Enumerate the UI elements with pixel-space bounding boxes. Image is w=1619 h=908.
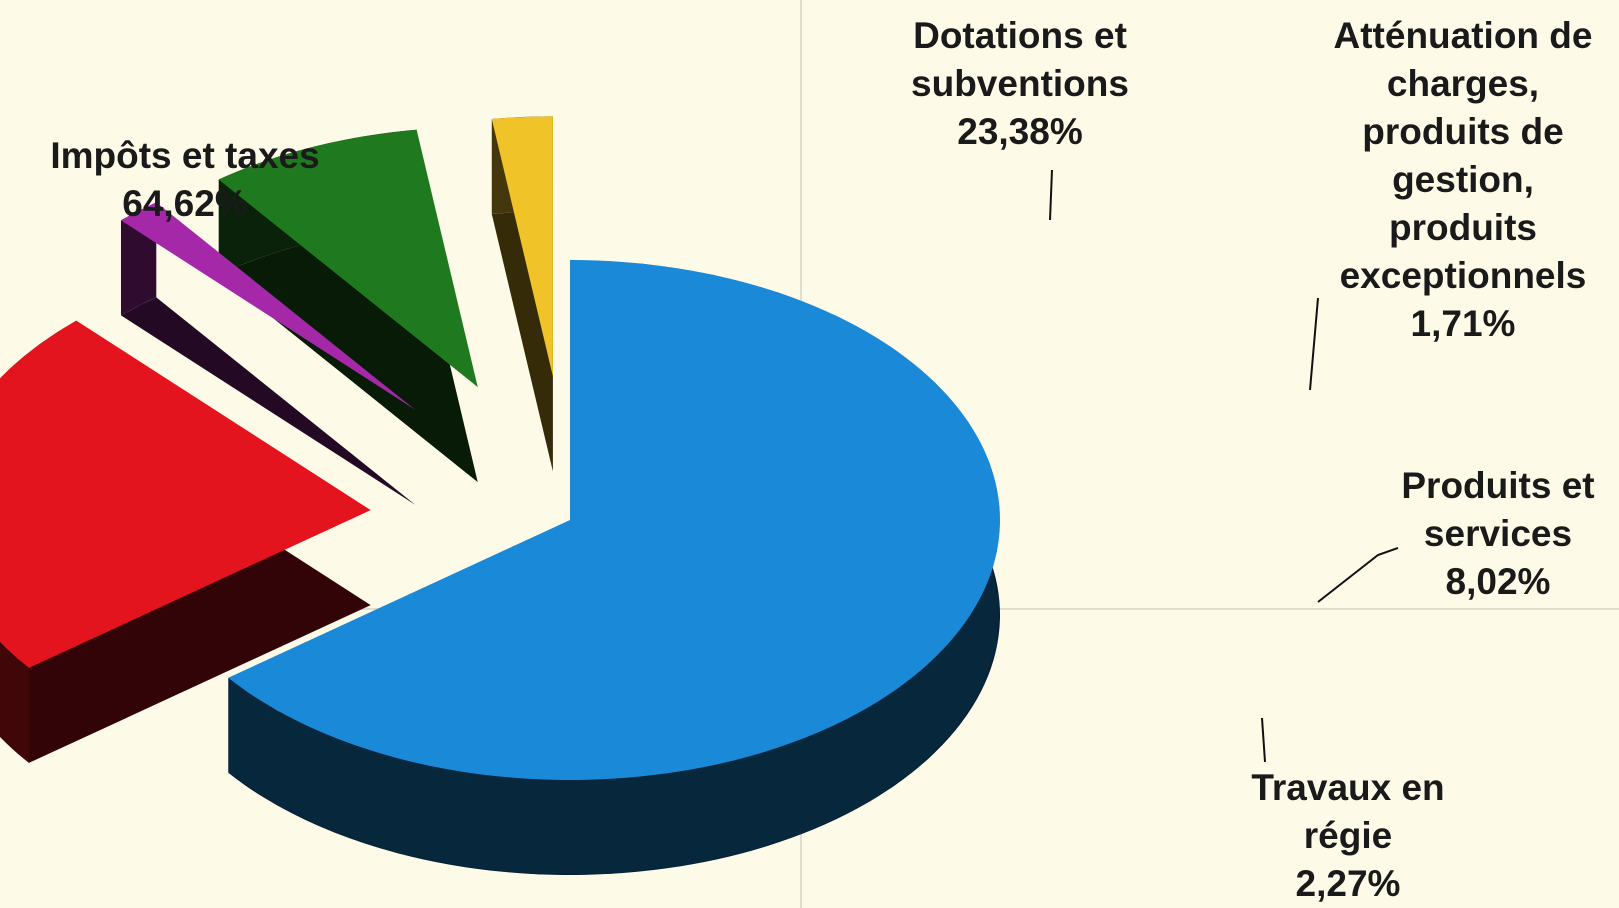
leader-line-travaux — [1261, 717, 1266, 763]
leader-line-produits — [1317, 547, 1399, 603]
pie-slice-depth-attenuation — [120, 297, 416, 505]
slice-label-produits-percent: 8,02% — [1445, 561, 1551, 602]
pie-slice-produits — [218, 129, 478, 388]
pie-slice-dotations — [0, 320, 371, 668]
slice-label-attenuation-line-2: charges, — [1386, 63, 1540, 104]
slice-label-dotations-percent: 23,38% — [957, 111, 1083, 152]
pie-slice-impots — [228, 260, 1000, 780]
slice-label-attenuation-percent: 1,71% — [1410, 303, 1516, 344]
pie-slice-rim-impots — [228, 260, 1000, 875]
slice-label-attenuation: Atténuation de charges, produits de gest… — [1310, 12, 1616, 348]
slice-label-dotations-line-2: subventions — [911, 63, 1129, 104]
slice-label-dotations: Dotations et subventions 23,38% — [880, 12, 1160, 156]
slice-label-produits-line-2: services — [1423, 513, 1573, 554]
slice-label-travaux: Travaux en régie 2,27% — [1218, 764, 1478, 908]
slice-label-travaux-line-1: Travaux en — [1251, 767, 1445, 808]
slice-label-impots-line-1: Impôts et taxes — [50, 135, 320, 176]
slice-label-attenuation-line-4: gestion, — [1392, 159, 1534, 200]
slice-label-attenuation-line-5: produits — [1389, 207, 1537, 248]
slice-label-dotations-line-1: Dotations et — [913, 15, 1127, 56]
slice-label-travaux-line-2: régie — [1303, 815, 1393, 856]
slice-label-attenuation-line-6: exceptionnels — [1339, 255, 1587, 296]
pie-slice-travaux — [491, 116, 553, 377]
slice-label-produits: Produits et services 8,02% — [1380, 462, 1616, 606]
slice-label-travaux-percent: 2,27% — [1295, 863, 1401, 904]
slice-label-attenuation-line-3: produits de — [1362, 111, 1564, 152]
slice-label-produits-line-1: Produits et — [1401, 465, 1595, 506]
slice-label-attenuation-line-1: Atténuation de — [1333, 15, 1593, 56]
slice-label-impots: Impôts et taxes 64,62% — [30, 132, 340, 228]
leader-line-attenuation — [1309, 297, 1319, 391]
slice-label-impots-percent: 64,62% — [122, 183, 248, 224]
pie-slice-attenuation — [120, 202, 416, 410]
leader-line-dotations — [1049, 169, 1053, 221]
